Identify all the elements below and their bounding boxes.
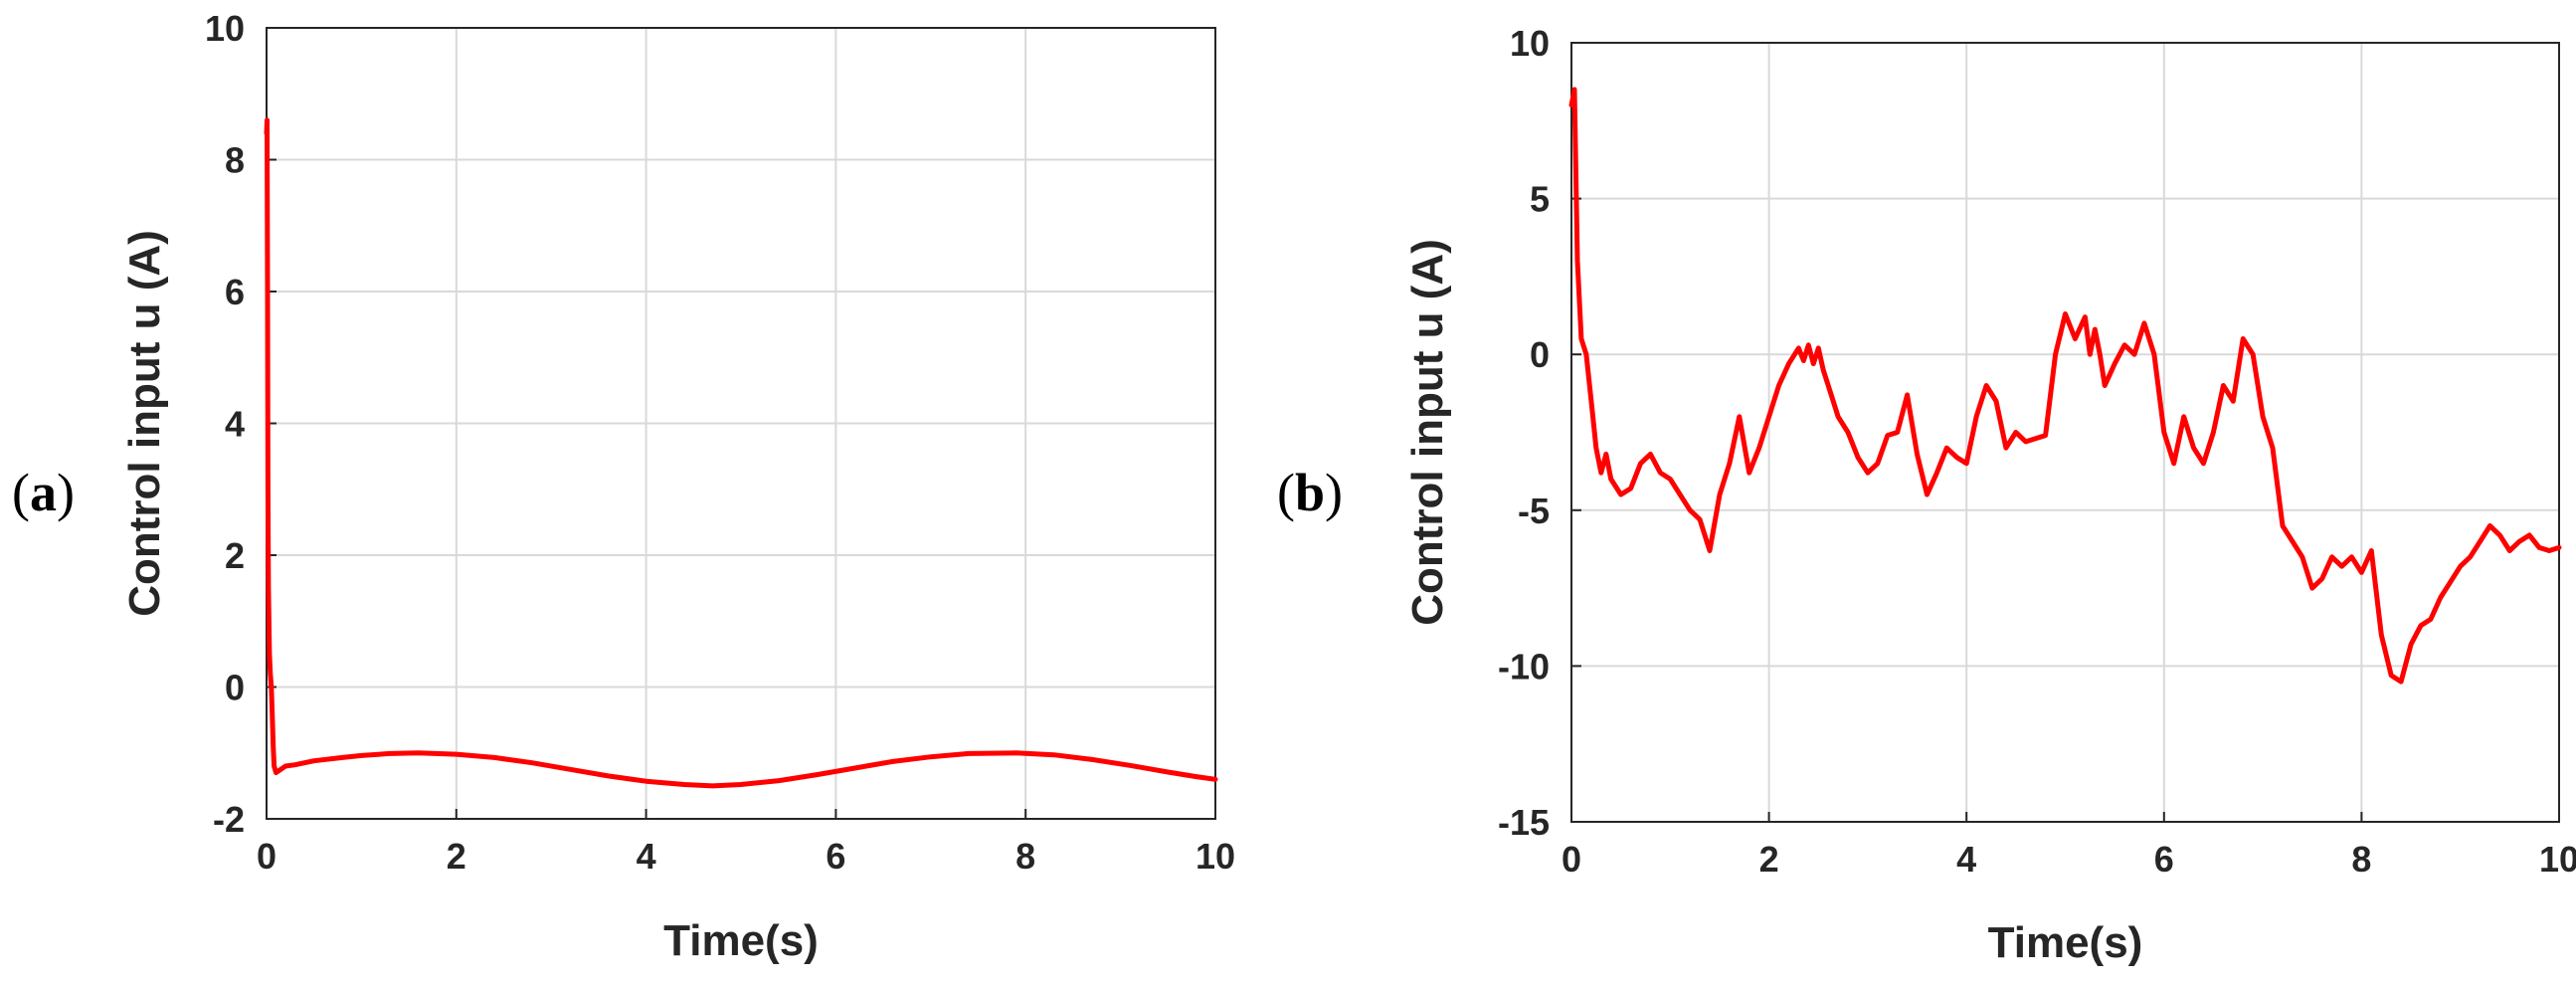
y-axis-label: Control input u (A) [120,230,169,617]
y-tick-label: 6 [225,272,245,312]
x-tick-label: 2 [1759,839,1779,880]
panel-letter: a [30,463,57,522]
y-tick-label: -2 [213,799,245,840]
y-tick-label: 10 [1510,23,1550,64]
plot-frame [1570,42,2560,823]
y-tick-label: 4 [225,404,245,445]
x-tick-label: 6 [2154,839,2174,880]
y-tick-label: -10 [1498,646,1550,687]
series-line [264,117,1218,789]
x-axis-label: Time(s) [663,916,819,965]
x-tick-label: 4 [637,836,656,877]
y-tick-label: 0 [225,668,245,708]
y-tick-label: -5 [1518,491,1550,531]
x-axis-label: Time(s) [1988,918,2143,967]
y-tick-label: 2 [225,535,245,576]
y-tick-label: 8 [225,140,245,181]
x-tick-label: 6 [826,836,845,877]
x-tick-label: 0 [257,836,276,877]
series-line [1568,87,2562,685]
x-tick-label: 2 [447,836,466,877]
chart-a: 0 2 4 6 8 10 -2 0 2 4 6 8 10 Time(s) Control input u (… [12,8,1235,965]
panel-letter: b [1295,463,1325,522]
y-tick-label: 5 [1530,179,1550,220]
chart-b: 0 2 4 6 8 10 -15 -10 -5 0 5 10 Time(s) Control input … [1277,23,2576,967]
x-tick-label: 0 [1562,839,1581,880]
y-tick-label: 0 [1530,334,1550,375]
x-tick-label: 8 [1015,836,1035,877]
x-tick-label: 10 [1196,836,1235,877]
y-tick-label: 10 [205,8,245,49]
x-tick-label: 8 [2351,839,2371,880]
panel-label: (b) [1277,463,1343,522]
y-axis-label: Control input u (A) [1403,239,1452,626]
panel-label: (a) [12,463,75,522]
x-tick-label: 4 [1956,839,1976,880]
x-tick-label: 10 [2539,839,2576,880]
y-tick-label: -15 [1498,802,1550,843]
